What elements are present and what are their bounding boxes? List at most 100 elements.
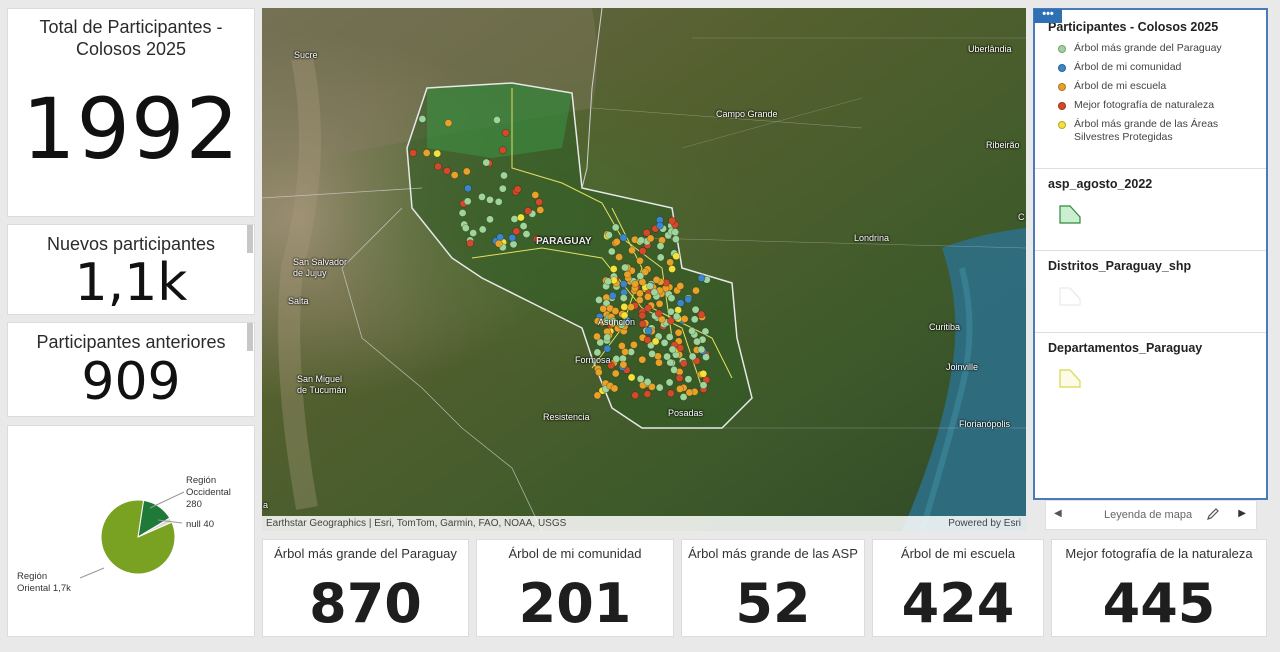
participant-point[interactable] bbox=[486, 215, 494, 224]
participant-point[interactable] bbox=[500, 171, 508, 180]
participant-point[interactable] bbox=[496, 233, 505, 242]
participant-point[interactable] bbox=[604, 277, 612, 286]
participant-point[interactable] bbox=[643, 292, 652, 301]
participant-point[interactable] bbox=[667, 294, 676, 303]
participant-point[interactable] bbox=[675, 384, 684, 393]
participant-point[interactable] bbox=[636, 256, 644, 265]
participant-point[interactable] bbox=[672, 312, 681, 321]
participant-point[interactable] bbox=[693, 337, 701, 346]
scrollbar[interactable] bbox=[247, 323, 253, 351]
participant-point[interactable] bbox=[628, 246, 636, 255]
participant-point[interactable] bbox=[621, 347, 629, 356]
participant-point[interactable] bbox=[674, 306, 682, 314]
satellite-map[interactable] bbox=[262, 8, 1026, 531]
participant-point[interactable] bbox=[619, 294, 628, 302]
participant-point[interactable] bbox=[670, 365, 678, 374]
participant-point[interactable] bbox=[466, 239, 475, 248]
participant-point[interactable] bbox=[629, 340, 638, 349]
participant-point[interactable] bbox=[637, 236, 645, 245]
participant-point[interactable] bbox=[697, 345, 706, 354]
scrollbar[interactable] bbox=[247, 225, 253, 253]
participant-point[interactable] bbox=[498, 184, 507, 193]
previous-icon[interactable]: ◀ bbox=[1054, 508, 1062, 519]
participant-point[interactable] bbox=[611, 307, 620, 315]
participant-point[interactable] bbox=[665, 333, 674, 341]
participant-point[interactable] bbox=[660, 338, 669, 347]
pencil-icon[interactable] bbox=[1206, 507, 1220, 521]
participant-point[interactable] bbox=[643, 336, 652, 344]
participant-point[interactable] bbox=[638, 355, 647, 364]
participant-point[interactable] bbox=[620, 311, 629, 320]
participant-point[interactable] bbox=[635, 289, 644, 298]
participant-point[interactable] bbox=[627, 373, 636, 382]
participant-point[interactable] bbox=[674, 328, 683, 337]
legend-menu-button[interactable]: ••• bbox=[1034, 9, 1062, 23]
participant-point[interactable] bbox=[684, 295, 693, 304]
participant-point[interactable] bbox=[685, 388, 694, 397]
participant-point[interactable] bbox=[615, 253, 623, 261]
participant-point[interactable] bbox=[486, 195, 494, 204]
participant-point[interactable] bbox=[668, 216, 677, 225]
participant-point[interactable] bbox=[469, 229, 478, 237]
participant-point[interactable] bbox=[596, 338, 605, 347]
participant-point[interactable] bbox=[494, 239, 503, 248]
participant-point[interactable] bbox=[609, 317, 618, 326]
participant-point[interactable] bbox=[636, 272, 645, 280]
participant-point[interactable] bbox=[422, 148, 431, 157]
participant-point[interactable] bbox=[458, 209, 467, 217]
participant-point[interactable] bbox=[593, 348, 602, 357]
participant-point[interactable] bbox=[617, 341, 626, 350]
participant-point[interactable] bbox=[697, 310, 706, 319]
participant-point[interactable] bbox=[444, 119, 453, 127]
participant-point[interactable] bbox=[679, 393, 688, 401]
participant-point[interactable] bbox=[509, 240, 518, 249]
participant-point[interactable] bbox=[604, 231, 613, 239]
participant-point[interactable] bbox=[676, 299, 685, 307]
participant-point[interactable] bbox=[593, 332, 601, 341]
participant-point[interactable] bbox=[608, 291, 617, 300]
participant-point[interactable] bbox=[619, 280, 628, 288]
participant-point[interactable] bbox=[646, 282, 654, 290]
participant-point[interactable] bbox=[463, 197, 472, 206]
participant-point[interactable] bbox=[699, 369, 708, 378]
participant-point[interactable] bbox=[656, 253, 665, 262]
participant-point[interactable] bbox=[702, 353, 710, 361]
participant-point[interactable] bbox=[691, 305, 700, 314]
participant-point[interactable] bbox=[607, 361, 615, 370]
participant-point[interactable] bbox=[620, 302, 629, 311]
participant-point[interactable] bbox=[636, 374, 645, 383]
participant-point[interactable] bbox=[666, 316, 675, 325]
participant-point[interactable] bbox=[501, 128, 510, 137]
participant-point[interactable] bbox=[647, 382, 656, 391]
participant-point[interactable] bbox=[666, 258, 674, 267]
participant-point[interactable] bbox=[519, 222, 528, 230]
participant-point[interactable] bbox=[433, 149, 442, 158]
participant-point[interactable] bbox=[651, 337, 660, 346]
participant-point[interactable] bbox=[512, 227, 521, 236]
map-view[interactable]: Sucre Uberlândia Campo Grande Ribeirão P… bbox=[262, 8, 1026, 531]
participant-point[interactable] bbox=[680, 314, 689, 323]
participant-point[interactable] bbox=[434, 162, 442, 171]
participant-point[interactable] bbox=[668, 265, 676, 273]
participant-point[interactable] bbox=[638, 247, 647, 255]
participant-point[interactable] bbox=[602, 299, 611, 308]
participant-point[interactable] bbox=[443, 166, 451, 175]
participant-point[interactable] bbox=[655, 358, 663, 367]
participant-point[interactable] bbox=[611, 369, 620, 378]
participant-point[interactable] bbox=[478, 192, 486, 201]
participant-point[interactable] bbox=[607, 247, 616, 256]
participant-point[interactable] bbox=[464, 184, 472, 193]
participant-point[interactable] bbox=[621, 263, 629, 272]
participant-point[interactable] bbox=[684, 375, 693, 384]
participant-point[interactable] bbox=[672, 252, 681, 261]
participant-point[interactable] bbox=[609, 265, 618, 273]
participant-point[interactable] bbox=[611, 223, 620, 232]
participant-point[interactable] bbox=[644, 304, 652, 313]
participant-point[interactable] bbox=[594, 368, 603, 377]
participant-point[interactable] bbox=[516, 213, 525, 222]
participant-point[interactable] bbox=[482, 158, 491, 167]
participant-point[interactable] bbox=[535, 198, 543, 206]
participant-point[interactable] bbox=[665, 378, 674, 387]
participant-point[interactable] bbox=[599, 304, 608, 313]
participant-point[interactable] bbox=[648, 349, 656, 358]
